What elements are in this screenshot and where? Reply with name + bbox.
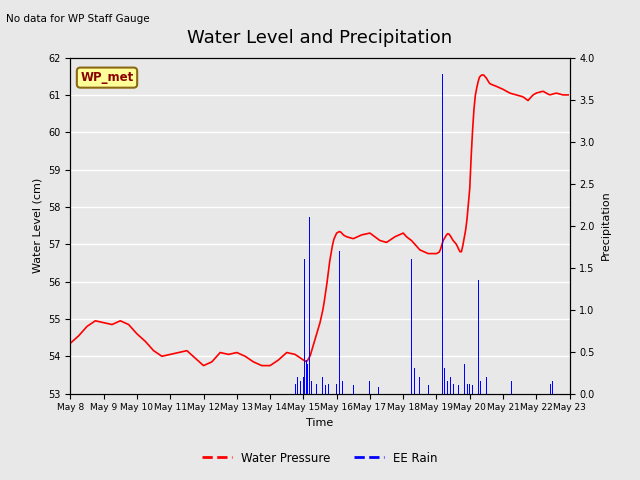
Bar xyxy=(378,387,379,394)
Bar xyxy=(328,384,329,394)
Bar xyxy=(480,381,481,394)
Bar xyxy=(419,377,420,394)
Legend: Water Pressure, EE Rain: Water Pressure, EE Rain xyxy=(198,447,442,469)
Bar xyxy=(469,384,470,394)
Bar xyxy=(294,384,296,394)
Bar xyxy=(342,381,343,394)
Bar xyxy=(336,384,337,394)
Bar xyxy=(463,364,465,394)
Bar xyxy=(307,364,308,394)
Bar xyxy=(304,259,305,394)
Bar xyxy=(511,381,512,394)
Bar xyxy=(447,381,448,394)
Bar xyxy=(297,377,298,394)
Bar xyxy=(450,377,451,394)
Bar xyxy=(550,384,551,394)
Y-axis label: Water Level (cm): Water Level (cm) xyxy=(33,178,43,273)
Bar xyxy=(486,377,487,394)
Text: No data for WP Staff Gauge: No data for WP Staff Gauge xyxy=(6,14,150,24)
Bar xyxy=(308,217,310,394)
Text: Water Level and Precipitation: Water Level and Precipitation xyxy=(188,29,452,47)
Bar xyxy=(442,74,443,394)
Bar xyxy=(300,381,301,394)
Text: WP_met: WP_met xyxy=(81,71,134,84)
Bar xyxy=(472,385,473,394)
Bar xyxy=(319,381,321,394)
Bar xyxy=(339,251,340,394)
Bar xyxy=(305,360,307,394)
Bar xyxy=(353,385,354,394)
X-axis label: Time: Time xyxy=(307,418,333,428)
Y-axis label: Precipitation: Precipitation xyxy=(600,191,611,261)
Bar xyxy=(428,385,429,394)
Bar xyxy=(452,384,454,394)
Bar xyxy=(316,384,317,394)
Bar xyxy=(369,381,371,394)
Bar xyxy=(303,377,304,394)
Bar xyxy=(552,381,554,394)
Bar xyxy=(467,384,468,394)
Bar xyxy=(411,259,412,394)
Bar xyxy=(477,280,479,394)
Bar xyxy=(325,385,326,394)
Bar xyxy=(444,369,445,394)
Bar xyxy=(311,381,312,394)
Bar xyxy=(458,385,460,394)
Bar xyxy=(414,369,415,394)
Bar xyxy=(322,377,323,394)
